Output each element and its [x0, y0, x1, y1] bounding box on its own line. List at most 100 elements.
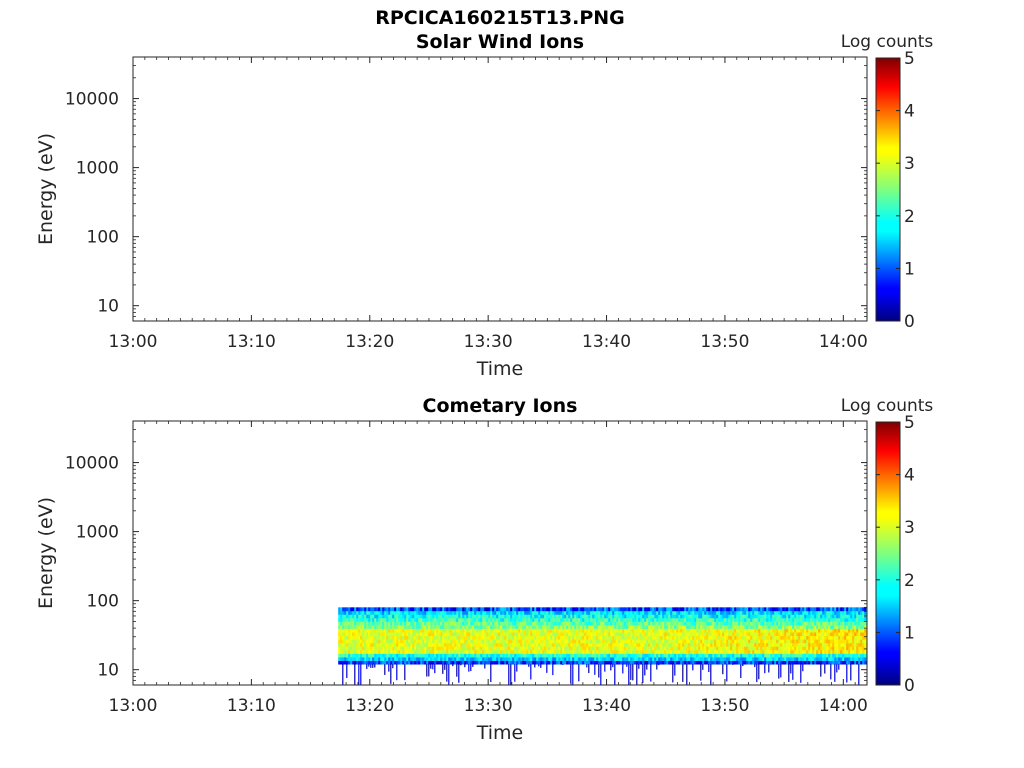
spectrogram-cell	[508, 653, 511, 658]
spectrogram-cell	[350, 642, 353, 647]
spectrogram-cell	[352, 610, 355, 615]
spectrogram-cell	[420, 649, 423, 654]
spectrogram-cell	[778, 625, 781, 629]
spectrogram-cell	[650, 628, 653, 633]
spectrogram-cell	[676, 639, 679, 644]
spectrogram-cell	[650, 632, 653, 637]
spectrogram-cell	[544, 660, 547, 665]
spectrogram-cell	[398, 625, 401, 629]
spectrogram-cell	[850, 610, 853, 615]
spectrogram-cell	[384, 632, 387, 637]
spectrogram-cell	[638, 653, 641, 658]
plot-area	[132, 56, 868, 322]
spectrogram-cell	[382, 607, 385, 612]
spectrogram-cell	[686, 646, 689, 651]
spectrogram-cell	[518, 618, 521, 622]
spectrogram-cell	[424, 657, 427, 661]
spectrogram-cell	[530, 610, 533, 615]
spectrogram-cell	[612, 653, 615, 658]
spectrogram-cell	[858, 657, 861, 661]
spectrogram-cell	[786, 635, 789, 640]
x-tick-label: 14:00	[819, 332, 868, 352]
spectrogram-cell	[706, 610, 709, 615]
spectrogram-cell	[438, 657, 441, 661]
spectrogram-cell	[768, 660, 771, 665]
spectrogram-cell	[338, 618, 341, 622]
spectrogram-cell	[612, 639, 615, 644]
spectrogram-cell	[788, 642, 791, 647]
spectrogram-cell	[486, 632, 489, 637]
spectrogram-cell	[450, 607, 453, 612]
spectrogram-cell	[704, 628, 707, 633]
spectrogram-cell	[504, 635, 507, 640]
spectrogram-cell	[860, 621, 863, 626]
spectrogram-cell	[368, 657, 371, 661]
spectrogram-cell	[466, 618, 469, 622]
spectrogram-cell	[534, 657, 537, 661]
spectrogram-cell	[448, 628, 451, 633]
spectrogram-cell	[524, 657, 527, 661]
spectrogram-cell	[416, 610, 419, 615]
spectrogram-cell	[360, 642, 363, 647]
spectrogram-cell	[644, 635, 647, 640]
spectrogram-cell	[584, 642, 587, 647]
spectrogram-cell	[658, 628, 661, 633]
spectrogram-cell	[444, 628, 447, 633]
spectrogram-cell	[782, 621, 785, 626]
spectrogram-cell	[396, 618, 399, 622]
spectrogram-cell	[678, 642, 681, 647]
spectrogram-cell	[410, 646, 413, 651]
spectrogram-cell	[836, 635, 839, 640]
spectrogram-cell	[816, 607, 819, 612]
spectrogram-cell	[556, 642, 559, 647]
spectrogram-cell	[486, 628, 489, 633]
spectrogram-cell	[624, 628, 627, 633]
spectrogram-cell	[820, 614, 823, 619]
spectrogram-cell	[528, 628, 531, 633]
spectrogram-cell	[824, 632, 827, 637]
spectrogram-cell	[856, 635, 859, 640]
spectrogram-cell	[706, 618, 709, 622]
spectrogram-cell	[670, 646, 673, 651]
spectrogram-cell	[594, 639, 597, 644]
spectrogram-cell	[384, 618, 387, 622]
spectrogram-cell	[436, 635, 439, 640]
spectrogram-cell	[842, 653, 845, 658]
spectrogram-cell	[550, 657, 553, 661]
spectrogram-cell	[794, 642, 797, 647]
spectrogram-cell	[562, 664, 564, 665]
spectrogram-cell	[514, 653, 517, 658]
spectrogram-cell	[820, 660, 823, 665]
spectrogram-cell	[718, 646, 721, 651]
spectrogram-cell	[818, 607, 821, 612]
spectrogram-cell	[620, 657, 623, 661]
spectrogram-cell	[566, 653, 569, 658]
spectrogram-cell	[782, 639, 785, 644]
spectrogram-cell	[746, 610, 749, 615]
spectrogram-cell	[400, 610, 403, 615]
spectrogram-cell	[804, 618, 807, 622]
spectrogram-cell	[694, 657, 697, 661]
spectrogram-cell	[394, 657, 397, 661]
spectrogram-cell	[366, 653, 369, 658]
spectrogram-cell	[440, 646, 443, 651]
spectrogram-cell	[662, 628, 665, 633]
spectrogram-cell	[588, 628, 591, 633]
spectrogram-cell	[772, 642, 775, 647]
spectrogram-cell	[456, 625, 459, 629]
spectrogram-cell	[708, 632, 711, 637]
spectrogram-cell	[658, 625, 661, 629]
spectrogram-cell	[820, 628, 823, 633]
spectrogram-cell	[400, 642, 403, 647]
spectrogram-cell	[646, 646, 649, 651]
spectrogram-cell	[544, 618, 547, 622]
spectrogram-cell	[576, 632, 579, 637]
spectrogram-cell	[800, 614, 803, 619]
spectrogram-cell	[578, 618, 581, 622]
spectrogram-cell	[534, 639, 537, 644]
spectrogram-cell	[746, 657, 749, 661]
spectrogram-cell	[476, 628, 479, 633]
spectrogram-cell	[370, 607, 373, 612]
spectrogram-cell	[800, 646, 803, 651]
